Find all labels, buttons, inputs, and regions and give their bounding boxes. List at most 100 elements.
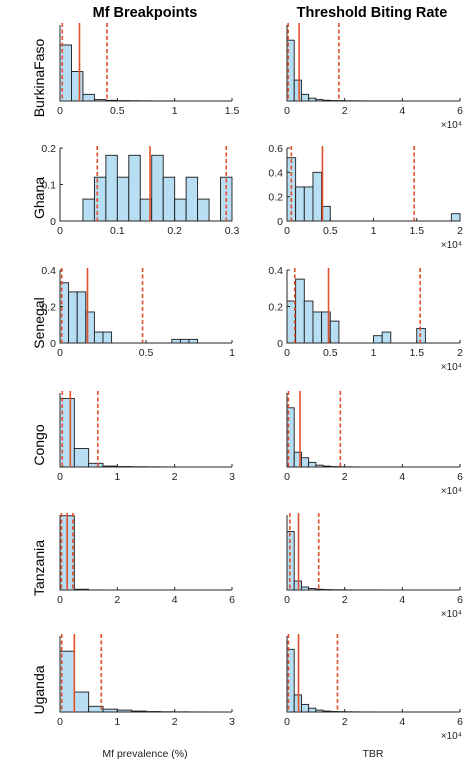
x-tick-label-ghana-mf-1: 0.1 [110, 225, 125, 237]
histogram-bar-ghana-mf-4 [128, 154, 141, 222]
histogram-bar-ghana-tbr-1 [295, 186, 305, 222]
x-tick-label-senegal-mf-0: 0 [57, 347, 63, 359]
x-tick-label-uganda-tbr-3: 6 [457, 716, 463, 728]
histogram-bar-senegal-tbr-11 [381, 331, 392, 344]
x-multiplier-tanzania-tbr: ×10⁴ [441, 609, 462, 620]
x-multiplier-burkinafaso-tbr: ×10⁴ [441, 120, 462, 131]
x-tick-label-ghana-tbr-0: 0 [284, 225, 290, 237]
x-tick-label-uganda-tbr-2: 4 [399, 716, 405, 728]
panel-ghana-tbr: 0 0.5 1 1.5 2 0 0.2 0.4 0.6 ×10⁴ [268, 143, 463, 251]
panel-container: 0 0.5 1 1.5 0 2 4 6 ×10⁴ 0 0.1 0.2 0.3 0 0.1 0.2 0 0.5 1 1.… [41, 23, 463, 742]
histogram-bar-senegal-mf-2 [76, 291, 87, 344]
column-title-threshold-biting-rate: Threshold Biting Rate [297, 5, 448, 21]
histogram-bar-uganda-tbr-3 [308, 707, 317, 713]
x-tick-label-uganda-tbr-0: 0 [284, 716, 290, 728]
histogram-bar-senegal-mf-5 [102, 331, 113, 344]
panel-congo-mf: 0 1 2 3 [57, 391, 235, 483]
y-tick-label-senegal-tbr-1: 0.2 [268, 302, 283, 314]
x-tick-label-senegal-mf-2: 1 [229, 347, 235, 359]
x-tick-label-burkinafaso-mf-2: 1 [172, 105, 178, 117]
x-tick-label-congo-tbr-3: 6 [457, 471, 463, 483]
y-tick-label-ghana-mf-0: 0 [50, 216, 56, 228]
histogram-bar-congo-mf-2 [88, 462, 104, 468]
histogram-bar-congo-tbr-3 [308, 461, 317, 468]
histogram-bar-uganda-mf-1 [73, 691, 90, 713]
histogram-bar-burkinafaso-mf-1 [71, 71, 84, 102]
histogram-bar-senegal-mf-4 [93, 331, 104, 344]
x-tick-label-ghana-mf-0: 0 [57, 225, 63, 237]
x-tick-label-tanzania-tbr-2: 4 [399, 594, 405, 606]
x-tick-label-senegal-tbr-3: 1.5 [409, 347, 424, 359]
row-label-tanzania: Tanzania [31, 540, 47, 596]
x-tick-label-congo-mf-0: 0 [57, 471, 63, 483]
histogram-bar-ghana-mf-1 [93, 176, 107, 222]
y-tick-label-ghana-tbr-0: 0 [277, 216, 283, 228]
x-tick-label-ghana-tbr-2: 1 [371, 225, 377, 237]
x-axis-label-mf-prevalence: Mf prevalence (%) [102, 748, 187, 760]
histogram-bar-burkinafaso-mf-0 [59, 44, 72, 102]
x-tick-label-uganda-mf-1: 1 [114, 716, 120, 728]
x-tick-label-tanzania-tbr-3: 6 [457, 594, 463, 606]
x-tick-label-uganda-mf-0: 0 [57, 716, 63, 728]
x-axis-label-tbr: TBR [363, 748, 384, 760]
histogram-bar-ghana-mf-7 [162, 176, 176, 222]
x-tick-label-congo-tbr-1: 2 [342, 471, 348, 483]
row-label-congo: Congo [31, 424, 47, 465]
x-tick-label-congo-mf-2: 2 [172, 471, 178, 483]
histogram-bar-senegal-mf-1 [68, 291, 78, 344]
axes-uganda-tbr [286, 636, 460, 713]
panel-congo-tbr: 0 2 4 6 ×10⁴ [284, 391, 463, 497]
histogram-bar-ghana-mf-10 [197, 198, 210, 222]
x-tick-label-burkinafaso-mf-0: 0 [57, 105, 63, 117]
x-tick-label-congo-mf-3: 3 [229, 471, 235, 483]
axes-burkinafaso-tbr [286, 25, 460, 102]
histogram-bar-ghana-mf-3 [116, 176, 130, 222]
row-label-senegal: Senegal [31, 297, 47, 348]
axes-burkinafaso-mf [59, 25, 232, 102]
axes-tanzania-tbr [286, 515, 460, 591]
panel-burkinafaso-mf: 0 0.5 1 1.5 [57, 23, 239, 117]
x-tick-label-tanzania-mf-3: 6 [229, 594, 235, 606]
histogram-bar-burkinafaso-tbr-1 [293, 79, 302, 102]
x-tick-label-uganda-mf-3: 3 [229, 716, 235, 728]
panel-uganda-mf: 0 1 2 3 [57, 634, 235, 728]
histogram-bar-burkinafaso-tbr-2 [300, 93, 310, 102]
histogram-bar-senegal-tbr-1 [295, 278, 305, 344]
x-tick-label-congo-mf-1: 1 [114, 471, 120, 483]
column-title-mf-breakpoints: Mf Breakpoints [93, 5, 198, 21]
histogram-bar-senegal-tbr-10 [373, 335, 383, 344]
y-tick-label-senegal-mf-0: 0 [50, 338, 56, 350]
row-label-ghana: Ghana [31, 177, 47, 219]
x-tick-label-uganda-tbr-1: 2 [342, 716, 348, 728]
y-tick-label-ghana-tbr-3: 0.6 [268, 143, 283, 155]
x-tick-label-burkinafaso-tbr-2: 4 [399, 105, 405, 117]
x-tick-label-congo-tbr-2: 4 [399, 471, 405, 483]
histogram-bar-congo-mf-1 [73, 448, 90, 468]
x-tick-label-ghana-tbr-4: 2 [457, 225, 463, 237]
panel-ghana-mf: 0 0.1 0.2 0.3 0 0.1 0.2 [41, 143, 239, 237]
y-tick-label-senegal-tbr-0: 0 [277, 338, 283, 350]
histogram-bar-ghana-tbr-3 [312, 171, 323, 222]
histogram-bar-uganda-tbr-2 [300, 703, 310, 713]
row-label-uganda: Uganda [31, 665, 47, 714]
x-tick-label-ghana-tbr-1: 0.5 [323, 225, 338, 237]
x-multiplier-uganda-tbr: ×10⁴ [441, 731, 462, 742]
panel-tanzania-mf: 0 2 4 6 [57, 513, 235, 606]
histogram-bar-senegal-mf-15 [188, 338, 199, 344]
x-tick-label-tanzania-mf-1: 2 [114, 594, 120, 606]
histogram-bar-senegal-mf-13 [171, 338, 181, 344]
x-tick-label-tanzania-tbr-1: 2 [342, 594, 348, 606]
x-tick-label-burkinafaso-tbr-1: 2 [342, 105, 348, 117]
row-label-burkinafaso: BurkinaFaso [31, 38, 47, 117]
x-tick-label-senegal-tbr-1: 0.5 [323, 347, 338, 359]
y-tick-label-senegal-mf-1: 0.2 [41, 302, 56, 314]
histogram-bar-senegal-tbr-3 [312, 311, 323, 344]
histogram-bar-ghana-mf-6 [151, 154, 164, 222]
histogram-bar-ghana-tbr-19 [450, 213, 461, 222]
x-tick-label-tanzania-tbr-0: 0 [284, 594, 290, 606]
axes-congo-tbr [286, 393, 460, 468]
panel-tanzania-tbr: 0 2 4 6 ×10⁴ [284, 513, 463, 620]
panel-uganda-tbr: 0 2 4 6 ×10⁴ [284, 634, 463, 742]
histogram-bar-ghana-mf-0 [82, 198, 95, 222]
